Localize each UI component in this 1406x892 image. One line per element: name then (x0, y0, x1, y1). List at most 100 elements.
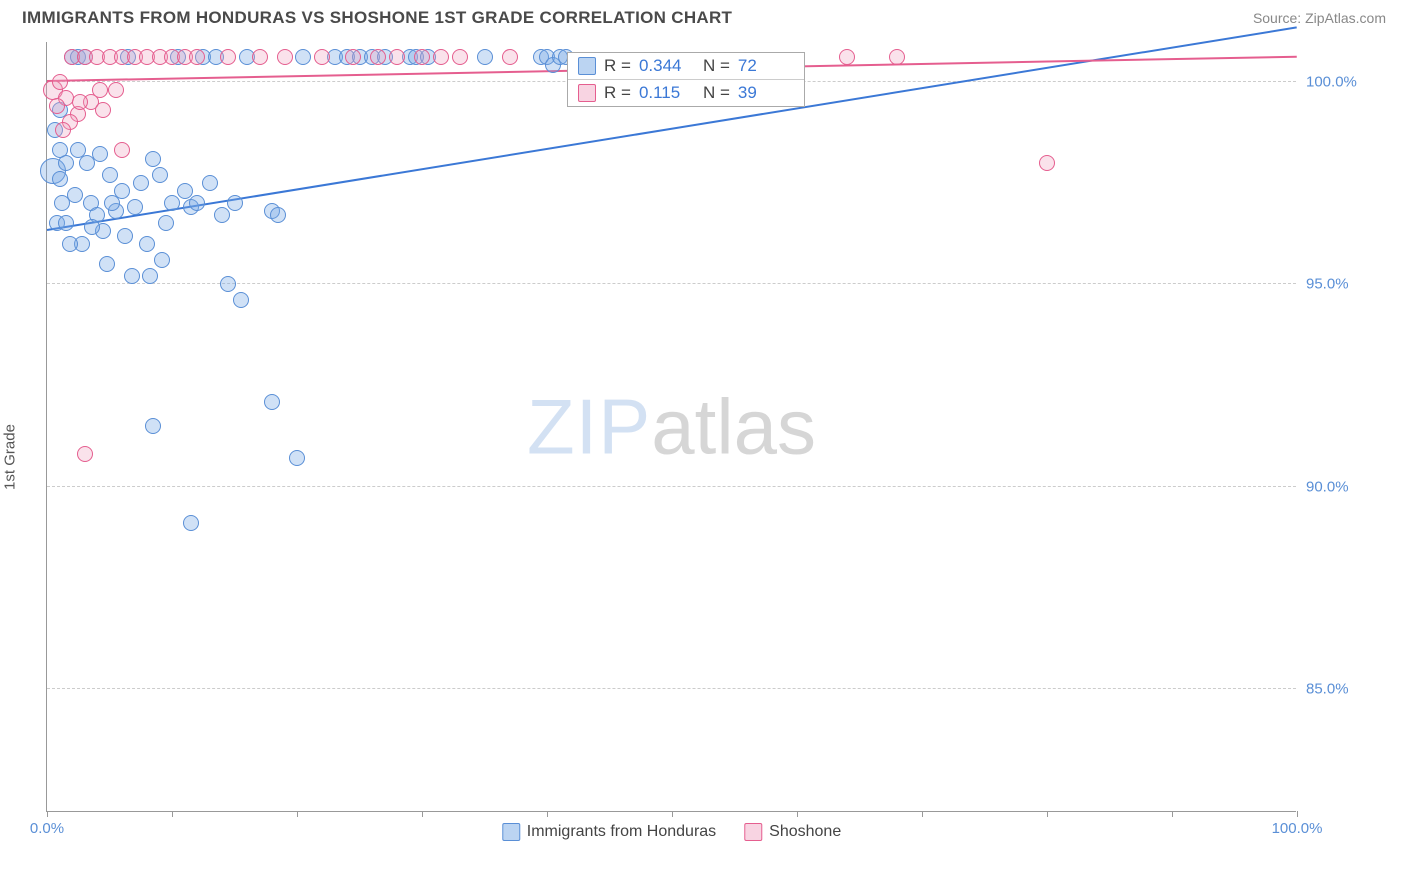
data-point (158, 215, 174, 231)
data-point (220, 49, 236, 65)
watermark: ZIPatlas (527, 381, 816, 472)
x-tick (797, 811, 798, 817)
x-tick (547, 811, 548, 817)
data-point (67, 187, 83, 203)
data-point (183, 515, 199, 531)
data-point (314, 49, 330, 65)
watermark-zip: ZIP (527, 382, 651, 470)
x-tick (47, 811, 48, 817)
data-point (99, 256, 115, 272)
data-point (72, 94, 88, 110)
data-point (127, 199, 143, 215)
stat-r-label: R = (604, 83, 631, 103)
chart-source: Source: ZipAtlas.com (1253, 10, 1386, 26)
x-tick-label: 100.0% (1272, 820, 1323, 837)
data-point (220, 276, 236, 292)
data-point (77, 446, 93, 462)
data-point (154, 252, 170, 268)
data-point (55, 122, 71, 138)
data-point (345, 49, 361, 65)
data-point (62, 236, 78, 252)
watermark-atlas: atlas (651, 382, 816, 470)
data-point (124, 268, 140, 284)
stat-n-label: N = (703, 56, 730, 76)
stat-n-label: N = (703, 83, 730, 103)
legend-stats-row: R =0.344N =72 (568, 53, 804, 80)
data-point (52, 171, 68, 187)
chart-title: IMMIGRANTS FROM HONDURAS VS SHOSHONE 1ST… (22, 8, 732, 28)
data-point (189, 195, 205, 211)
legend-swatch (502, 823, 520, 841)
data-point (114, 142, 130, 158)
data-point (295, 49, 311, 65)
data-point (214, 207, 230, 223)
data-point (889, 49, 905, 65)
data-point (389, 49, 405, 65)
data-point (252, 49, 268, 65)
data-point (52, 74, 68, 90)
plot-area: ZIPatlas 85.0%90.0%95.0%100.0%0.0%100.0%… (46, 42, 1296, 812)
legend-stats-row: R = 0.115 N = 39 (568, 80, 804, 106)
x-tick (297, 811, 298, 817)
y-tick-label: 90.0% (1306, 478, 1366, 495)
data-point (433, 49, 449, 65)
legend-swatch (744, 823, 762, 841)
data-point (70, 142, 86, 158)
data-point (202, 175, 218, 191)
data-point (177, 183, 193, 199)
data-point (108, 82, 124, 98)
data-point (264, 394, 280, 410)
legend-swatch (578, 84, 596, 102)
legend-swatch (578, 57, 596, 75)
data-point (839, 49, 855, 65)
x-tick (1172, 811, 1173, 817)
data-point (139, 236, 155, 252)
data-point (227, 195, 243, 211)
data-point (145, 418, 161, 434)
data-point (502, 49, 518, 65)
data-point (414, 49, 430, 65)
stat-n-value: 72 (738, 56, 794, 76)
y-tick-label: 95.0% (1306, 276, 1366, 293)
data-point (145, 151, 161, 167)
data-point (164, 195, 180, 211)
legend-item: Shoshone (744, 823, 841, 841)
data-point (277, 49, 293, 65)
data-point (92, 146, 108, 162)
chart-header: IMMIGRANTS FROM HONDURAS VS SHOSHONE 1ST… (0, 0, 1406, 32)
data-point (289, 450, 305, 466)
gridline-h (47, 486, 1296, 487)
data-point (92, 82, 108, 98)
x-tick-label: 0.0% (30, 820, 64, 837)
stat-r-value: 0.115 (639, 83, 695, 103)
y-tick-label: 100.0% (1306, 73, 1366, 90)
chart-container: 1st Grade ZIPatlas 85.0%90.0%95.0%100.0%… (0, 32, 1406, 882)
source-link[interactable]: ZipAtlas.com (1305, 10, 1386, 26)
source-prefix: Source: (1253, 10, 1305, 26)
data-point (49, 98, 65, 114)
data-point (477, 49, 493, 65)
data-point (152, 167, 168, 183)
x-tick (1297, 811, 1298, 817)
x-tick (172, 811, 173, 817)
stat-n-value: 39 (738, 83, 794, 103)
data-point (95, 102, 111, 118)
data-point (270, 207, 286, 223)
x-tick (672, 811, 673, 817)
data-point (142, 268, 158, 284)
x-tick (922, 811, 923, 817)
x-tick (422, 811, 423, 817)
legend-stats: R = 0.344 N = 72 R = 0.115 N = 39 (567, 52, 805, 107)
data-point (58, 155, 74, 171)
data-point (189, 49, 205, 65)
bottom-legend: Immigrants from Honduras Shoshone (502, 823, 841, 841)
legend-item: Immigrants from Honduras (502, 823, 716, 841)
data-point (102, 167, 118, 183)
x-tick (1047, 811, 1048, 817)
legend-label: Shoshone (769, 823, 841, 841)
data-point (233, 292, 249, 308)
gridline-h (47, 688, 1296, 689)
data-point (1039, 155, 1055, 171)
stat-r-value: 0.344 (639, 56, 695, 76)
data-point (58, 215, 74, 231)
